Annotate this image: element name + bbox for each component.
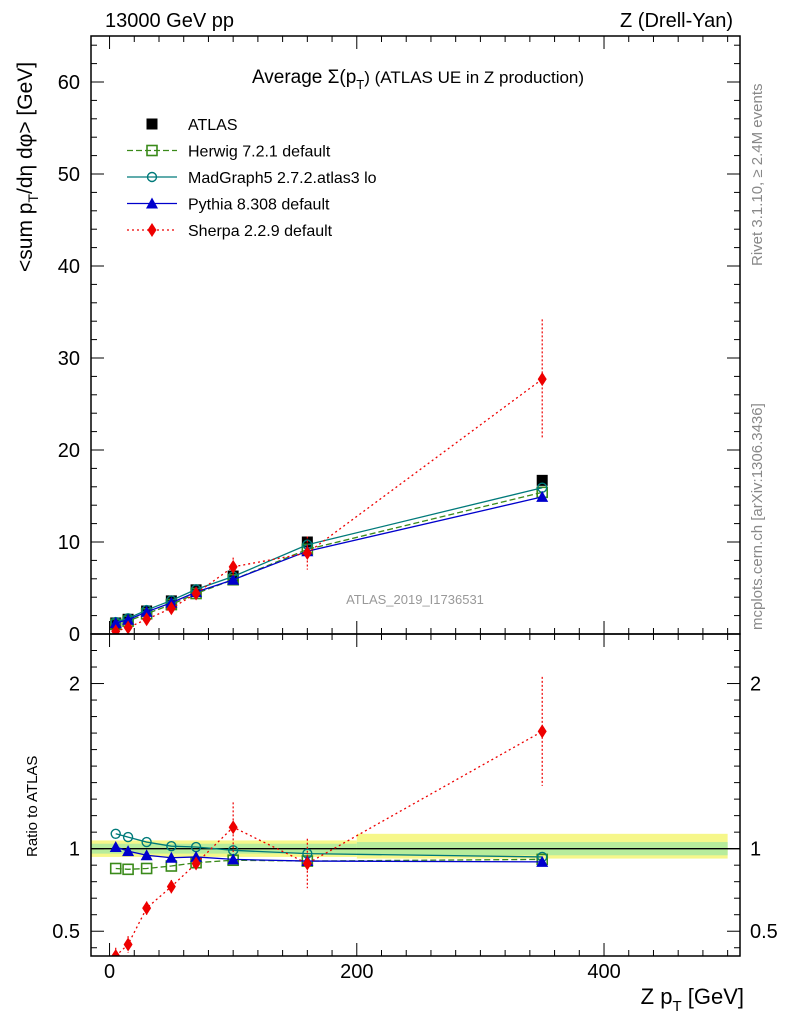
data-point <box>122 831 134 843</box>
main-title: Average Σ(pT) (ATLAS UE in Z production) <box>252 67 584 92</box>
data-point <box>228 820 238 835</box>
y-tick-label: 0 <box>69 624 80 646</box>
legend-item-herwig-7-2-1-default: Herwig 7.2.1 default <box>127 144 331 161</box>
data-point <box>141 836 152 848</box>
x-tick-label: 400 <box>587 961 620 983</box>
y-tick-label-right: 1 <box>750 839 761 861</box>
series-line <box>115 496 543 624</box>
watermark: ATLAS_2019_I1736531 <box>346 592 484 607</box>
legend-label: ATLAS <box>188 117 238 134</box>
data-point <box>122 863 134 876</box>
series-line <box>115 858 543 870</box>
series-sherpa-2-2-9-default <box>111 676 547 956</box>
data-point <box>123 620 133 634</box>
data-point <box>109 841 122 853</box>
data-point <box>537 724 547 739</box>
x-tick-label: 0 <box>104 961 115 983</box>
mcplots-label: mcplots.cern.ch [arXiv:1306.3436] <box>749 403 766 630</box>
y-tick-label: 60 <box>58 72 80 94</box>
legend-label: Herwig 7.2.1 default <box>188 144 331 161</box>
legend-marker <box>147 223 157 237</box>
y-tick-label: 0.5 <box>52 921 80 943</box>
data-point <box>111 624 121 634</box>
data-point <box>536 855 549 867</box>
main-ylabel: <sum pT/dη dφ> [GeV] <box>14 62 41 272</box>
series-pythia-8-308-default <box>109 490 549 628</box>
y-tick-label-right: 2 <box>750 674 761 696</box>
ratio-frame <box>90 633 741 957</box>
series-line <box>115 730 543 956</box>
ratio-panel: 0.5 0.5 1 1 2 2 0 200 400 Ratio to ATLAS Z pT [G… <box>24 633 778 1015</box>
legend-marker <box>146 171 158 183</box>
legend-item-atlas: ATLAS <box>146 117 238 134</box>
data-point <box>302 856 312 871</box>
y-tick-label: 20 <box>58 440 80 462</box>
data-point <box>536 490 549 502</box>
data-point <box>537 372 547 387</box>
header-left: 13000 GeV pp <box>105 10 234 32</box>
data-point <box>165 851 178 863</box>
data-point <box>190 850 203 862</box>
ratio-ylabel: Ratio to ATLAS <box>24 756 41 857</box>
y-tick-label: 2 <box>69 674 80 696</box>
legend-marker <box>146 197 158 209</box>
data-point <box>140 605 153 617</box>
data-point <box>191 586 201 601</box>
main-panel: 0 10 20 30 40 50 60 ATLAS_2019_I1736531 Averag… <box>14 35 741 646</box>
data-point <box>123 937 133 952</box>
y-tick-label: 1 <box>69 839 80 861</box>
data-point <box>140 862 153 875</box>
y-tick-label: 40 <box>58 256 80 278</box>
data-point <box>142 901 152 916</box>
legend-marker <box>146 144 158 157</box>
legend-item-sherpa-2-2-9-default: Sherpa 2.2.9 default <box>127 223 333 240</box>
legend-item-pythia-8-308-default: Pythia 8.308 default <box>127 197 330 214</box>
data-point <box>227 573 240 585</box>
legend-label: MadGraph5 2.7.2.atlas3 lo <box>188 170 377 187</box>
data-point <box>536 474 548 486</box>
data-point <box>109 616 122 628</box>
data-point <box>142 612 152 627</box>
data-point <box>111 949 121 956</box>
legend-label: Sherpa 2.2.9 default <box>188 223 333 240</box>
data-point <box>109 862 122 875</box>
y-tick-label: 10 <box>58 532 80 554</box>
rivet-label: Rivet 3.1.10, ≥ 2.4M events <box>749 84 766 267</box>
data-point <box>140 849 153 861</box>
data-point <box>191 856 201 871</box>
data-point <box>302 546 312 561</box>
x-tick-label: 200 <box>340 961 373 983</box>
series-line <box>115 491 543 625</box>
legend-item-madgraph5-2-7-2-atlas3-lo: MadGraph5 2.7.2.atlas3 lo <box>127 170 377 187</box>
x-axis-label: Z pT [GeV] <box>641 984 744 1015</box>
series-herwig-7-2-1-default <box>109 486 549 631</box>
legend: ATLAS Herwig 7.2.1 default MadGraph5 2.7.2… <box>127 117 377 240</box>
data-point <box>166 879 176 894</box>
series-line <box>115 487 543 623</box>
data-point <box>110 828 121 840</box>
series-sherpa-2-2-9-default <box>111 319 547 634</box>
legend-marker <box>146 118 158 130</box>
data-point <box>227 853 240 865</box>
data-point <box>228 559 238 574</box>
data-point <box>166 601 176 616</box>
y-tick-label: 50 <box>58 164 80 186</box>
legend-label: Pythia 8.308 default <box>188 197 330 214</box>
y-tick-label-right: 0.5 <box>750 921 778 943</box>
data-point <box>122 845 135 857</box>
header-right: Z (Drell-Yan) <box>620 10 733 32</box>
y-tick-label: 30 <box>58 348 80 370</box>
series-line <box>115 833 543 858</box>
data-point <box>122 613 135 625</box>
data-point <box>166 840 177 852</box>
